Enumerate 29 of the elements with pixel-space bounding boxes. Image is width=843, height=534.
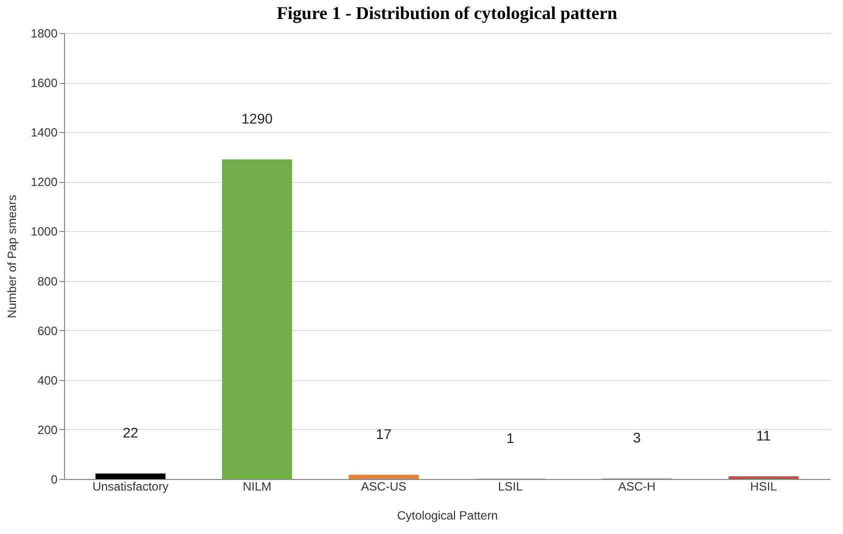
y-tick-label: 1600 (30, 76, 58, 90)
x-tick-label: NILM (242, 480, 272, 494)
data-label: 1290 (242, 110, 273, 126)
data-label: 3 (633, 429, 642, 446)
y-tick-label: 1000 (30, 224, 58, 239)
bar (95, 474, 166, 479)
y-tick-label: 1200 (30, 175, 58, 190)
y-tick-label: 1800 (30, 26, 58, 40)
y-tick-label: 0 (50, 472, 58, 486)
x-tick-label: ASC-H (618, 480, 656, 494)
y-axis-title: Number of Pap smears (4, 194, 19, 318)
bar (348, 474, 419, 479)
y-tick-label: 200 (37, 422, 58, 437)
data-label: 1 (506, 430, 514, 446)
chart-title: Figure 1 - Distribution of cytological pattern (276, 3, 618, 23)
bar (728, 476, 799, 479)
x-tick-label: HSIL (750, 480, 778, 494)
x-tick-label: Unsatisfactory (92, 480, 168, 494)
y-tick-label: 1400 (30, 126, 58, 140)
y-tick-label: 600 (37, 324, 58, 338)
x-tick-label: ASC-US (361, 480, 406, 494)
data-label: 17 (376, 426, 392, 442)
y-tick-label: 800 (37, 274, 58, 288)
data-label: 22 (122, 424, 138, 441)
bar (222, 159, 292, 479)
x-tick-label: LSIL (498, 480, 523, 494)
y-tick-label: 400 (37, 373, 58, 388)
x-axis-title: Cytological Pattern (397, 508, 498, 522)
data-label: 11 (756, 427, 772, 444)
